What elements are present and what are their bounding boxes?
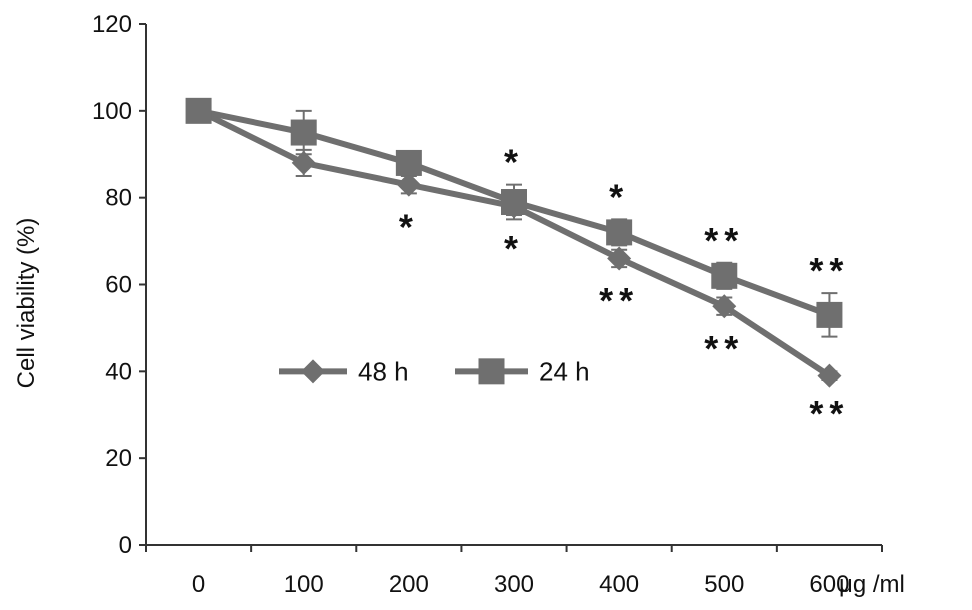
diamond-marker bbox=[301, 359, 325, 384]
significance-mark: * bbox=[609, 176, 629, 217]
diamond-marker bbox=[817, 363, 842, 388]
annotation-layer: ************** bbox=[399, 142, 849, 434]
significance-mark: ** bbox=[809, 250, 849, 291]
legend-label: 24 h bbox=[539, 356, 590, 386]
y-tick-label: 40 bbox=[105, 358, 132, 385]
significance-mark: ** bbox=[704, 220, 744, 261]
x-tick-label: 400 bbox=[599, 571, 639, 598]
square-marker bbox=[290, 119, 317, 146]
diamond-marker bbox=[396, 172, 421, 197]
significance-mark: ** bbox=[704, 328, 744, 369]
x-tick-label: 0 bbox=[192, 571, 205, 598]
y-tick-label: 100 bbox=[92, 98, 132, 125]
y-tick-label: 80 bbox=[105, 185, 132, 212]
significance-mark: * bbox=[399, 206, 419, 247]
square-marker bbox=[478, 358, 505, 385]
x-axis-title: μg /ml bbox=[839, 571, 905, 598]
square-marker bbox=[185, 97, 212, 124]
series-1 bbox=[185, 97, 843, 338]
square-marker bbox=[816, 301, 843, 328]
y-axis-title: Cell viability (%) bbox=[13, 218, 40, 389]
axes bbox=[145, 24, 882, 546]
legend-item: 24 h bbox=[455, 356, 590, 386]
y-tick-label: 0 bbox=[119, 532, 132, 559]
y-tick-label: 60 bbox=[105, 272, 132, 299]
square-marker bbox=[395, 149, 422, 176]
square-marker bbox=[606, 219, 633, 246]
square-marker bbox=[711, 262, 738, 289]
diamond-marker bbox=[607, 246, 632, 271]
diamond-marker bbox=[712, 294, 737, 319]
legend-label: 48 h bbox=[358, 356, 409, 386]
significance-mark: * bbox=[504, 142, 524, 183]
y-tick-label: 120 bbox=[92, 11, 132, 38]
x-tick-label: 500 bbox=[704, 571, 744, 598]
y-ticks: 0 20 40 60 80 100 120 bbox=[92, 11, 146, 559]
y-tick-label: 20 bbox=[105, 445, 132, 472]
legend-item: 48 h bbox=[279, 356, 409, 386]
x-tick-label: 300 bbox=[494, 571, 534, 598]
series-layer bbox=[185, 97, 843, 388]
x-ticks: 0 100 200 300 400 500 600 bbox=[145, 545, 883, 598]
x-tick-label: 600 bbox=[809, 571, 849, 598]
legend: 48 h 24 h bbox=[279, 356, 590, 386]
significance-mark: ** bbox=[809, 393, 849, 434]
significance-mark: ** bbox=[599, 280, 639, 321]
diamond-marker bbox=[291, 150, 316, 175]
significance-mark: * bbox=[504, 228, 524, 269]
x-tick-label: 200 bbox=[389, 571, 429, 598]
x-tick-label: 100 bbox=[284, 571, 324, 598]
square-marker bbox=[501, 189, 527, 216]
